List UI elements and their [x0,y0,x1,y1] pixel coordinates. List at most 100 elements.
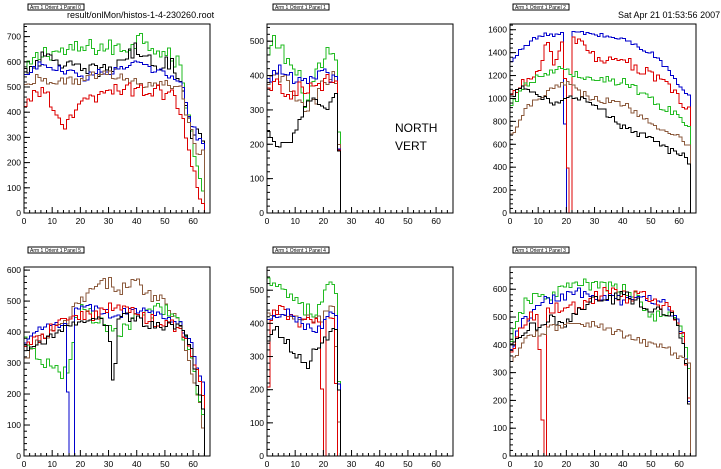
x-tick-label: 20 [319,216,329,226]
panel-title-box [272,3,330,11]
x-tick-label: 60 [431,459,441,469]
y-tick-label: 1200 [488,71,507,81]
y-tick-label: 500 [7,82,21,92]
y-tick-label: 600 [7,265,21,275]
file-label: result/onlMon/histos-1-4-230260.root [67,10,215,20]
x-tick-label: 0 [22,216,27,226]
x-tick-label: 20 [562,216,572,226]
histogram-series-red [23,82,205,213]
y-tick-label: 200 [7,389,21,399]
x-tick-label: 50 [403,216,413,226]
panel-annotation: NORTH [395,121,437,135]
x-tick-label: 10 [47,459,57,469]
histogram-panel: Arm 1 Orient 1 Panel 50 10 20 30 40 50 6001002… [7,246,211,469]
histogram-series-black [509,290,691,456]
x-tick-label: 50 [160,459,170,469]
x-tick-label: 60 [674,216,684,226]
x-tick-label: 50 [403,459,413,469]
y-tick-label: 300 [7,132,21,142]
x-tick-label: 30 [590,459,600,469]
x-tick-label: 30 [590,216,600,226]
x-tick-label: 10 [47,216,57,226]
y-tick-label: 0 [16,208,21,218]
x-tick-label: 20 [76,216,86,226]
x-tick-label: 10 [533,459,543,469]
x-tick-label: 40 [618,459,628,469]
x-tick-label: 40 [375,459,385,469]
y-tick-label: 500 [7,296,21,306]
x-tick-label: 0 [508,216,513,226]
plot-frame [266,23,454,214]
y-tick-label: 500 [250,285,264,295]
x-tick-label: 30 [347,459,357,469]
x-tick-label: 30 [104,216,114,226]
histogram-series-green [509,66,691,213]
x-tick-label: 10 [533,216,543,226]
y-tick-label: 800 [493,116,507,126]
panel-title: Arm 1 Orient 1 Panel 3 [515,248,566,254]
y-tick-label: 500 [493,312,507,322]
date-label: Sat Apr 21 01:53:56 2007 [618,10,720,20]
x-tick-label: 60 [674,459,684,469]
y-tick-label: 300 [7,358,21,368]
histogram-series-blue [23,304,205,457]
histogram-panel: Arm 1 Orient 1 Panel 20 10 20 30 40 50 6002004… [488,3,697,226]
y-tick-label: 600 [7,57,21,67]
y-tick-label: 100 [493,423,507,433]
x-tick-label: 0 [508,459,513,469]
panel-title: Arm 1 Orient 1 Panel 1 [275,5,326,11]
y-tick-label: 0 [16,451,21,461]
x-tick-label: 60 [188,459,198,469]
y-tick-label: 100 [7,183,21,193]
x-tick-label: 30 [104,459,114,469]
histogram-series-blue [509,287,691,456]
histogram-series-brown [509,320,691,456]
x-tick-label: 40 [132,216,142,226]
panel-title: Arm 1 Orient 1 Panel 0 [30,5,81,11]
y-tick-label: 400 [493,162,507,172]
x-tick-label: 20 [319,459,329,469]
histogram-series-green [509,278,691,456]
y-tick-label: 100 [250,418,264,428]
histogram-panel: Arm 1 Orient 1 Panel 1 0 10 20 30 40 50 60 0 100 2… [250,3,454,226]
plot-frame [266,266,454,457]
x-tick-label: 40 [132,459,142,469]
plot-frame [23,266,211,457]
y-tick-label: 0 [259,208,264,218]
x-tick-label: 60 [431,216,441,226]
x-tick-label: 40 [618,216,628,226]
y-tick-label: 200 [7,158,21,168]
panel-title: Arm 1 Orient 1 Panel 5 [30,248,81,254]
panel-title: Arm 1 Orient 1 Panel 4 [275,248,326,254]
x-tick-label: 50 [160,216,170,226]
histogram-series-brown [509,81,691,213]
x-tick-label: 40 [375,216,385,226]
histogram-series-brown [23,70,205,213]
histogram-series-black [266,325,341,456]
panel-title-box [27,246,85,254]
panel-title: Arm 1 Orient 1 Panel 2 [515,5,566,11]
y-tick-label: 200 [250,139,264,149]
y-tick-label: 500 [250,36,264,46]
plot-frame [23,23,211,214]
histogram-series-green [23,303,205,456]
x-tick-label: 50 [646,459,656,469]
y-tick-label: 200 [250,385,264,395]
histogram-series-red [509,36,691,214]
histogram-series-black [509,85,691,213]
y-tick-label: 100 [250,174,264,184]
x-tick-label: 60 [188,216,198,226]
x-tick-label: 20 [76,459,86,469]
y-tick-label: 0 [502,208,507,218]
histogram-series-green [23,33,205,213]
panel-title-box [27,3,85,11]
x-tick-label: 50 [646,216,656,226]
histogram-series-red [509,287,691,457]
y-tick-label: 700 [7,32,21,42]
y-tick-label: 1400 [488,48,507,58]
panel-grid: Arm 1 Orient 1 Panel 00 10 20 30 40 50 6001002… [7,3,697,469]
y-tick-label: 300 [250,352,264,362]
y-tick-label: 600 [493,284,507,294]
x-tick-label: 30 [347,216,357,226]
y-tick-label: 400 [7,327,21,337]
